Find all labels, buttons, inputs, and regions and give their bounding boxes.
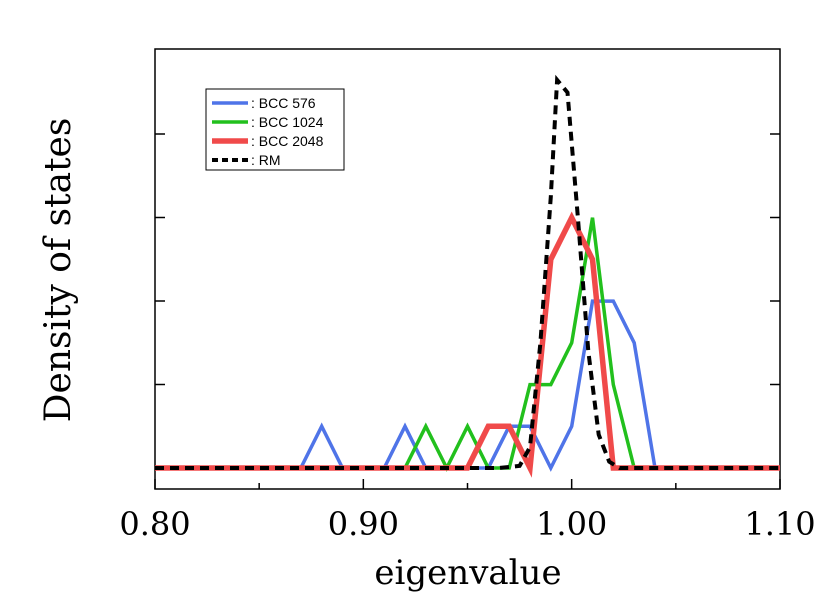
- series-line-3: [155, 211, 780, 478]
- x-tick-label: 1.10: [744, 505, 815, 543]
- legend-entry-label: : RM: [251, 152, 281, 168]
- series-line-2: [155, 217, 780, 472]
- legend-entry-label: : BCC 576: [251, 95, 316, 111]
- series-line-1: [155, 299, 780, 472]
- x-tick-label: 1.00: [536, 505, 607, 543]
- legend-entry-label: : BCC 1024: [251, 114, 324, 130]
- x-axis-label: eigenvalue: [374, 553, 561, 592]
- y-axis-label: Density of states: [38, 118, 79, 423]
- x-tick-label: 0.80: [119, 505, 190, 543]
- series-line-4: [155, 74, 780, 470]
- legend-entry-label: : BCC 2048: [251, 133, 324, 149]
- x-tick-label: 0.90: [328, 505, 399, 543]
